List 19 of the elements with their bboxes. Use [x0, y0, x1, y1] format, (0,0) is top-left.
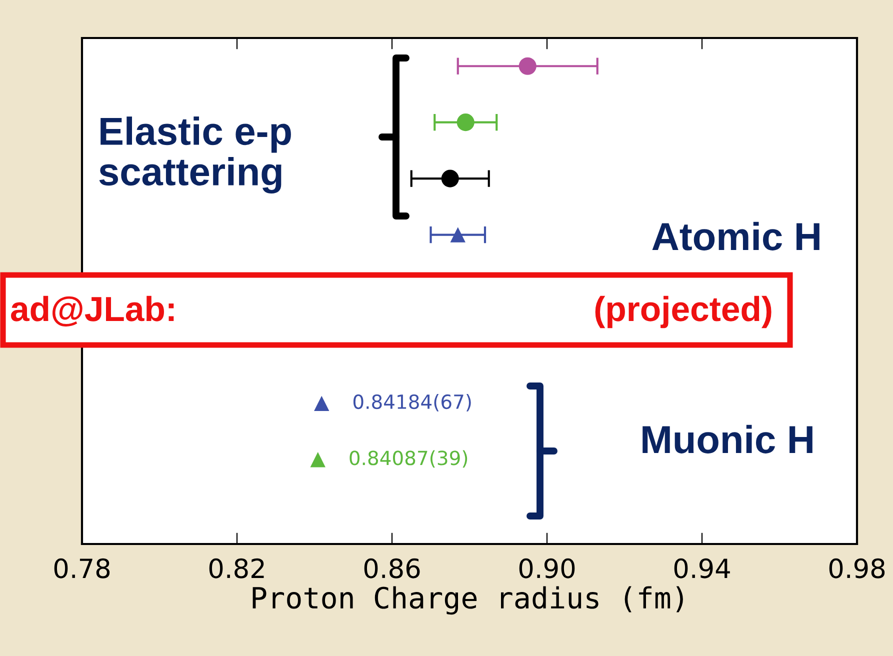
point	[456, 114, 474, 132]
x-tick-label: 0.86	[364, 558, 420, 578]
annotation: Muonic H	[642, 424, 812, 454]
point	[518, 57, 536, 75]
point	[450, 227, 466, 242]
data-label: 0.84087(39)	[350, 450, 468, 468]
point	[314, 396, 330, 412]
annotation: Elastic e-p scattering	[99, 116, 291, 194]
point	[441, 170, 459, 188]
data-label: 0.84184(67)	[353, 394, 471, 412]
x-tick-label: 0.82	[209, 558, 264, 578]
annotation: Atomic H	[652, 222, 820, 250]
x-tick-label: 0.98	[829, 558, 885, 578]
x-tick-label: 0.94	[674, 558, 730, 578]
annotation: (projected)	[595, 296, 772, 328]
annotation: ad@JLab:	[11, 296, 174, 326]
x-tick-label: 0.90	[519, 558, 575, 578]
x-axis-title: Proton Charge radius (fm)	[252, 586, 683, 615]
x-tick-label: 0.78	[54, 558, 110, 578]
